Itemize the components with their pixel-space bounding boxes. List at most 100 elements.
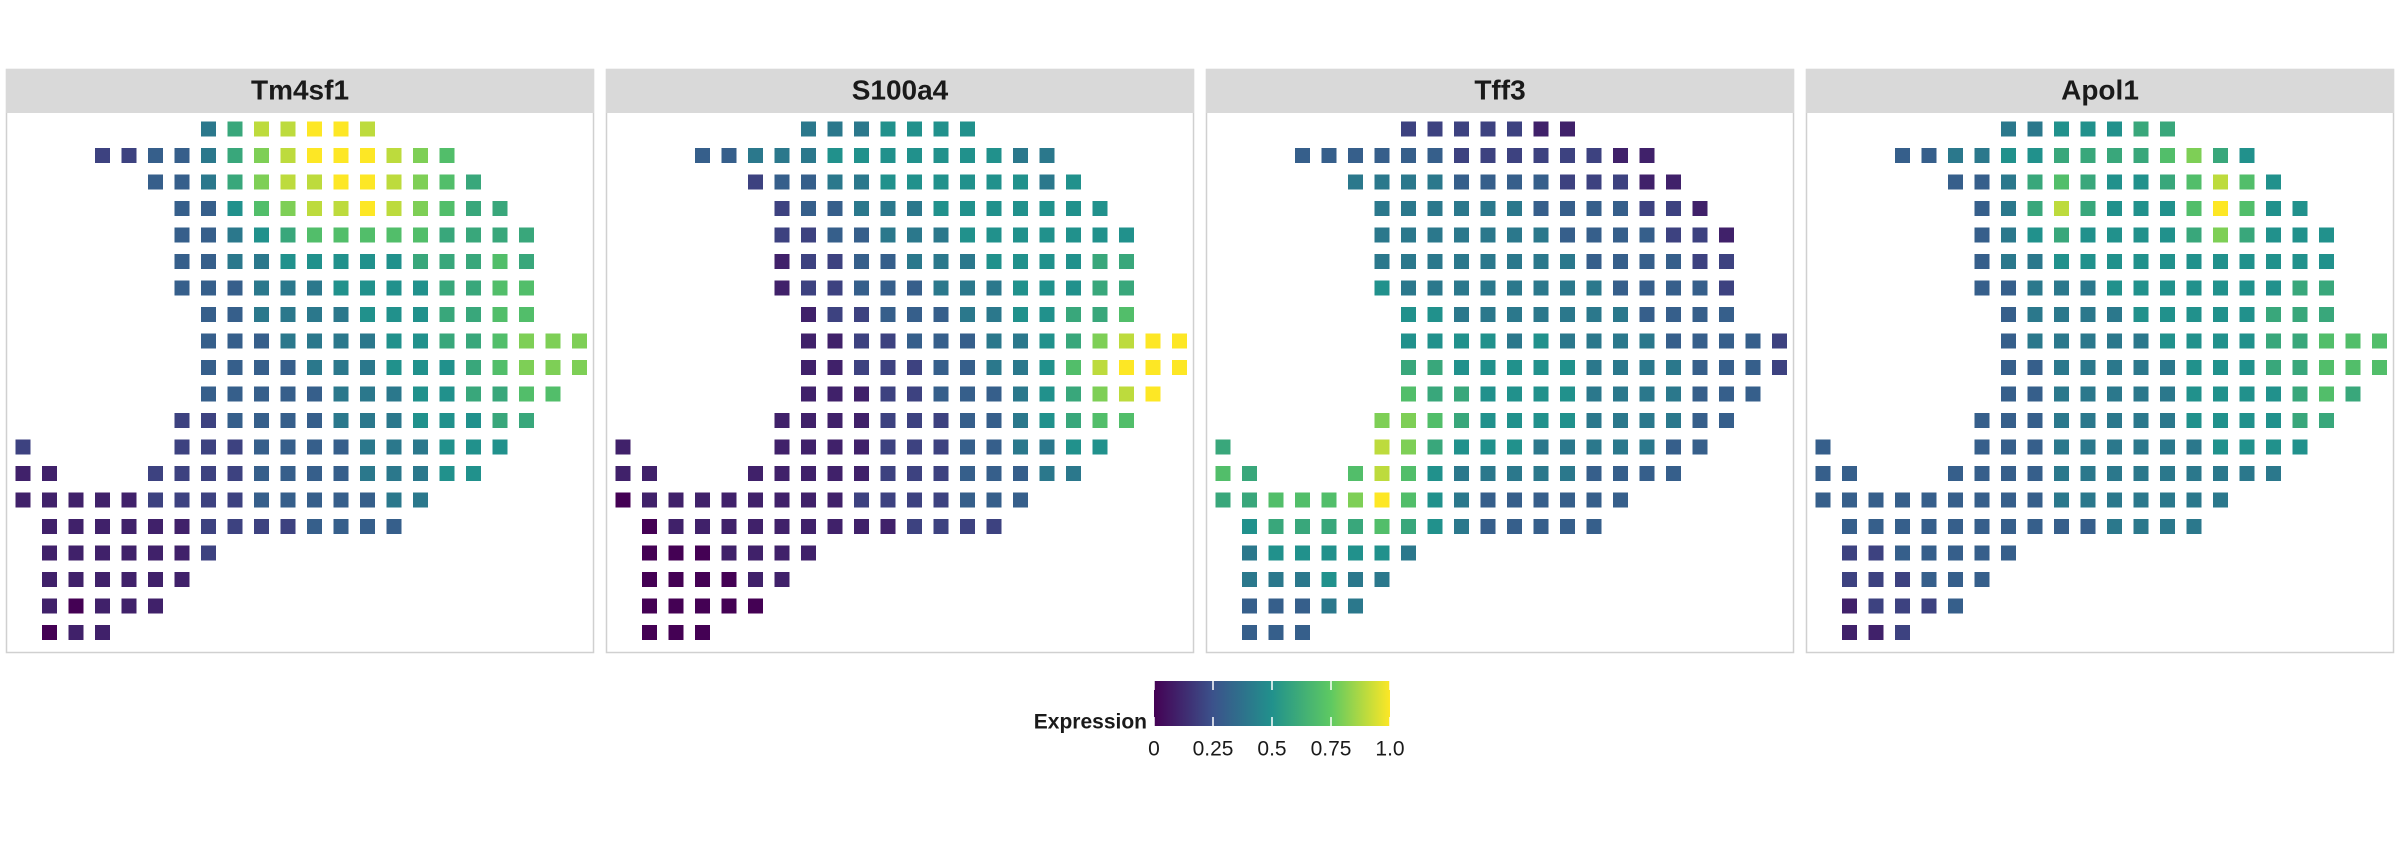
spot	[1533, 280, 1549, 296]
spot	[439, 439, 455, 455]
spot	[1692, 227, 1708, 243]
spot	[2319, 280, 2334, 296]
spot	[1427, 360, 1443, 375]
spot	[907, 466, 922, 481]
spot	[933, 307, 949, 322]
spot	[1921, 519, 1937, 534]
spot	[801, 333, 816, 349]
spot	[721, 519, 737, 534]
spot	[986, 413, 1002, 428]
spot	[1719, 280, 1734, 296]
spot	[1868, 598, 1884, 614]
spot	[2266, 466, 2281, 481]
spot	[2239, 148, 2255, 163]
spot	[960, 519, 975, 534]
spot	[68, 545, 84, 561]
spot	[2160, 121, 2175, 137]
spot	[307, 519, 322, 534]
spot	[1692, 413, 1708, 428]
spot	[1268, 598, 1284, 614]
spot	[774, 174, 790, 190]
spot	[1401, 201, 1416, 216]
spot	[1013, 201, 1028, 216]
spot	[227, 201, 243, 216]
spot	[2001, 413, 2016, 428]
spot	[2160, 519, 2175, 534]
spot	[1013, 227, 1028, 243]
spot	[413, 413, 428, 428]
spot	[854, 148, 869, 163]
spot	[466, 360, 481, 375]
spot	[2054, 492, 2069, 508]
spot	[1013, 148, 1028, 163]
spot	[2054, 466, 2069, 481]
spot	[827, 174, 843, 190]
spot	[1374, 201, 1390, 216]
spot	[174, 439, 190, 455]
spot	[827, 519, 843, 534]
spot	[2213, 227, 2228, 243]
spot	[2133, 174, 2149, 190]
spot	[413, 201, 428, 216]
spot	[1242, 492, 1257, 508]
spot	[2107, 333, 2122, 349]
spot	[1092, 201, 1108, 216]
spot	[227, 519, 243, 534]
spot	[1039, 148, 1055, 163]
spot	[1613, 280, 1628, 296]
spot	[1454, 333, 1469, 349]
spot	[360, 360, 375, 375]
spot	[2080, 386, 2096, 402]
spot	[333, 280, 349, 296]
spot	[1480, 386, 1496, 402]
spot	[1454, 386, 1469, 402]
spot	[1013, 254, 1028, 269]
spot	[42, 492, 57, 508]
spot	[801, 254, 816, 269]
spot	[1948, 519, 1963, 534]
spot	[854, 307, 869, 322]
spot	[307, 466, 322, 481]
spot	[307, 280, 322, 296]
spot	[933, 174, 949, 190]
spot	[2239, 413, 2255, 428]
spot	[439, 307, 455, 322]
spot	[1401, 307, 1416, 322]
spot	[1454, 439, 1469, 455]
spot	[1586, 174, 1602, 190]
spot	[2160, 307, 2175, 322]
spot	[466, 201, 481, 216]
spot	[307, 254, 322, 269]
spot	[1666, 254, 1681, 269]
spot	[1586, 519, 1602, 534]
spot	[615, 439, 631, 455]
spot	[1815, 492, 1831, 508]
spot	[1974, 227, 1990, 243]
spot	[1321, 572, 1337, 587]
spot	[2107, 227, 2122, 243]
spot	[880, 413, 896, 428]
spot	[2107, 413, 2122, 428]
spot	[1427, 254, 1443, 269]
spot	[439, 280, 455, 296]
spot	[801, 466, 816, 481]
spot	[827, 333, 843, 349]
spot	[254, 413, 269, 428]
spot	[1454, 307, 1469, 322]
spot	[1145, 333, 1161, 349]
spot	[2001, 227, 2016, 243]
spot	[1533, 519, 1549, 534]
spot	[1639, 227, 1655, 243]
spot	[748, 466, 763, 481]
spot	[360, 174, 375, 190]
spot	[1092, 386, 1108, 402]
spot	[801, 201, 816, 216]
spot	[721, 492, 737, 508]
spot	[774, 413, 790, 428]
spot	[1868, 572, 1884, 587]
colorbar-tick-label: 0.5	[1257, 738, 1286, 761]
spot	[1039, 280, 1055, 296]
spot	[1842, 519, 1857, 534]
spot	[1401, 545, 1416, 561]
spot	[519, 254, 534, 269]
